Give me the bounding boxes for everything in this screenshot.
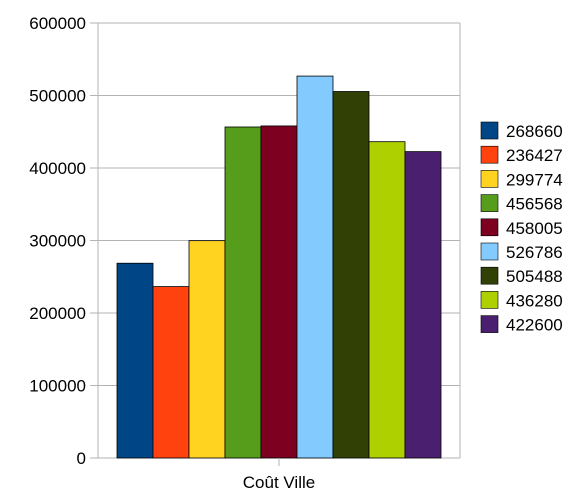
y-tick-label: 600000 (29, 14, 86, 33)
axes (90, 22, 461, 466)
legend-swatch (480, 145, 499, 164)
y-tick-label: 200000 (29, 304, 86, 323)
bar-268660 (116, 262, 154, 459)
legend-label: 505488 (506, 267, 563, 286)
legend-swatch (480, 266, 499, 285)
bar-299774 (188, 240, 226, 459)
legend-label: 299774 (506, 170, 563, 189)
bar-436280 (368, 141, 406, 459)
legend: 268660 236427 299774 456568 458005 526786 5054… (480, 121, 563, 335)
legend-label: 236427 (506, 146, 563, 165)
y-tick-label: 100000 (29, 377, 86, 396)
y-tick-label: 400000 (29, 159, 86, 178)
y-tick-label: 300000 (29, 232, 86, 251)
bar-456568 (224, 126, 262, 459)
legend-swatch (480, 194, 499, 212)
legend-swatch (480, 291, 499, 309)
legend-swatch (480, 218, 499, 237)
y-tick-label: 500000 (29, 87, 86, 106)
legend-label: 458005 (506, 219, 563, 238)
legend-label: 422600 (506, 316, 563, 335)
legend-swatch (480, 121, 499, 140)
legend-swatch (480, 315, 499, 333)
bar-236427 (152, 286, 190, 459)
x-tick-label: Coût Ville (243, 473, 315, 492)
bar-526786 (296, 75, 334, 459)
bar-505488 (332, 91, 370, 459)
bars (116, 75, 442, 459)
legend-label: 268660 (506, 122, 563, 141)
bar-458005 (260, 125, 298, 459)
legend-label: 526786 (506, 243, 563, 262)
bar-422600 (404, 151, 442, 459)
x-tick-labels: Coût Ville (243, 473, 315, 492)
legend-swatch (480, 170, 499, 188)
y-tick-labels: 0 100000 200000 300000 400000 500000 600000 (29, 14, 86, 468)
legend-swatch (480, 242, 499, 261)
y-tick-label: 0 (77, 449, 86, 468)
legend-label: 436280 (506, 291, 563, 310)
legend-label: 456568 (506, 195, 563, 214)
